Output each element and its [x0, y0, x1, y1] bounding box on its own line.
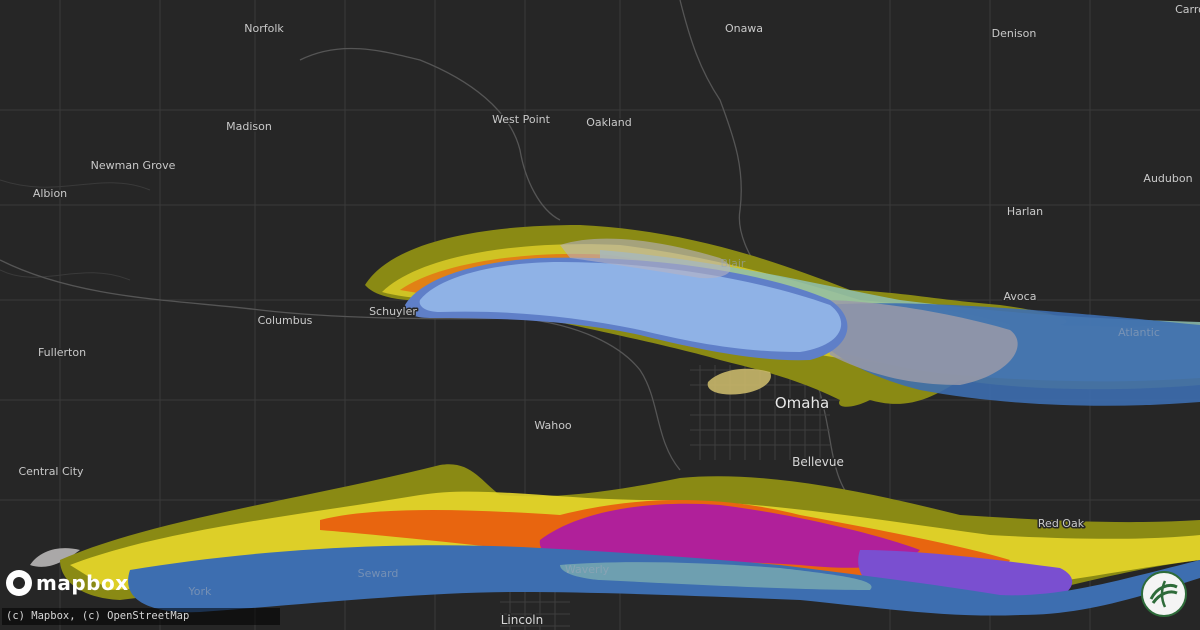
place-label: West Point [492, 113, 551, 126]
place-label: Oakland [586, 116, 632, 129]
place-label: Schuyler [369, 305, 417, 318]
hail-logo-svg [1149, 580, 1178, 608]
place-label: Carro [1175, 3, 1200, 16]
place-label: Bellevue [792, 455, 844, 469]
place-label: Fullerton [38, 346, 86, 359]
place-label: Norfolk [244, 22, 284, 35]
place-label: Denison [992, 27, 1037, 40]
place-label: Onawa [725, 22, 763, 35]
hail-swath-north [365, 225, 1200, 407]
place-label: Audubon [1143, 172, 1192, 185]
place-label: York [188, 585, 213, 598]
place-label: Atlantic [1118, 326, 1160, 339]
hail-swath-south [30, 464, 1200, 616]
place-label: Seward [358, 567, 399, 580]
place-labels: Norfolk Onawa Denison Carro Madison West… [17, 2, 1200, 629]
place-label: Waverly [565, 563, 610, 576]
map-attribution[interactable]: (c) Mapbox, (c) OpenStreetMap [2, 608, 280, 625]
place-label: Lincoln [501, 613, 544, 627]
mapbox-wordmark: mapbox [36, 571, 129, 595]
place-label: Newman Grove [91, 159, 176, 172]
mapbox-logo[interactable]: mapbox [6, 570, 129, 596]
place-label: Wahoo [534, 419, 572, 432]
place-label: Avoca [1004, 290, 1037, 303]
place-label: Harlan [1007, 205, 1043, 218]
place-label: Columbus [258, 314, 313, 327]
hail-logo-icon [1141, 571, 1187, 617]
place-label: Red Oak [1038, 517, 1085, 530]
place-label: Blair [721, 257, 746, 270]
place-label: Albion [33, 187, 67, 200]
place-label: Madison [226, 120, 272, 133]
place-label: Central City [18, 465, 84, 478]
place-label: Omaha [775, 394, 829, 412]
mapbox-icon [6, 570, 32, 596]
